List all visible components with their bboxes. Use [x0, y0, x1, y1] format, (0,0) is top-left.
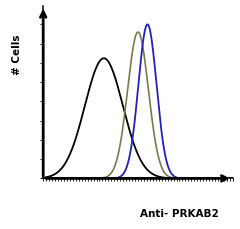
Text: # Cells: # Cells [12, 35, 22, 75]
Text: Anti- PRKAB2: Anti- PRKAB2 [140, 208, 219, 218]
